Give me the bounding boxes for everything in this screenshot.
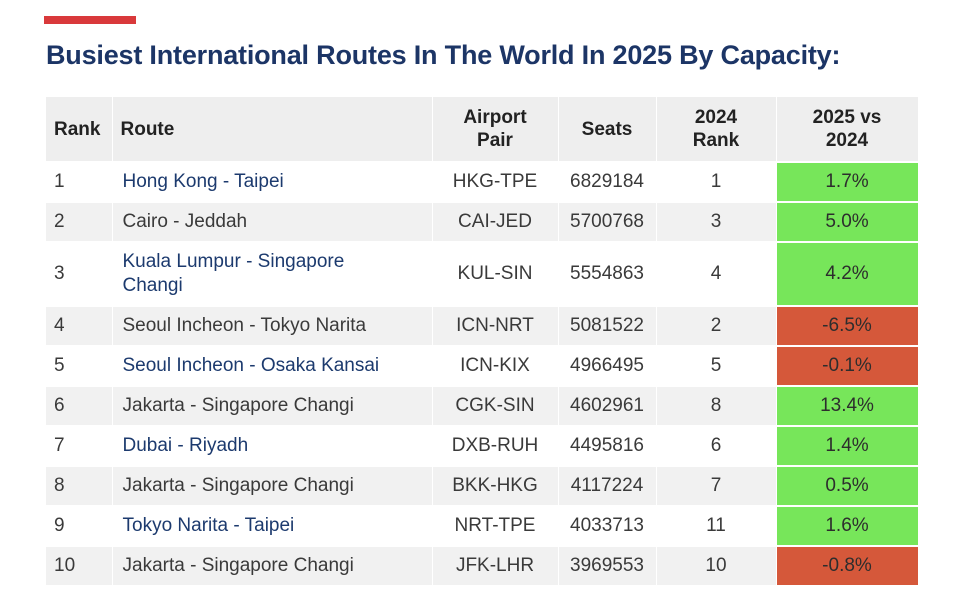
table-row: 7 Dubai - Riyadh DXB-RUH 4495816 6 1.4% bbox=[46, 425, 919, 466]
header-change: 2025 vs 2024 bbox=[776, 97, 919, 162]
cell-2024-rank: 2 bbox=[656, 305, 777, 346]
cell-airport-pair: NRT-TPE bbox=[432, 505, 559, 546]
cell-rank: 7 bbox=[46, 425, 113, 466]
route-link-line1[interactable]: Kuala Lumpur - Singapore bbox=[122, 251, 345, 272]
cell-route: Jakarta - Singapore Changi bbox=[112, 545, 433, 585]
route-text: Jakarta - Singapore Changi bbox=[122, 475, 354, 496]
cell-route: Jakarta - Singapore Changi bbox=[112, 385, 433, 426]
table-header-row: Rank Route Airport Pair Seats 2024 Rank 20… bbox=[46, 97, 919, 162]
cell-change: -0.8% bbox=[776, 545, 919, 585]
cell-change: -0.1% bbox=[776, 345, 919, 386]
cell-2024-rank: 10 bbox=[656, 545, 777, 585]
cell-airport-pair: CGK-SIN bbox=[432, 385, 559, 426]
cell-airport-pair: JFK-LHR bbox=[432, 545, 559, 585]
header-seats: Seats bbox=[558, 97, 657, 162]
cell-seats: 3969553 bbox=[558, 545, 657, 585]
cell-2024-rank: 11 bbox=[656, 505, 777, 546]
cell-route[interactable]: Hong Kong - Taipei bbox=[112, 161, 433, 202]
cell-2024-rank: 4 bbox=[656, 241, 777, 306]
cell-rank: 8 bbox=[46, 465, 113, 506]
cell-rank: 5 bbox=[46, 345, 113, 386]
header-2024-rank-line2: Rank bbox=[692, 130, 740, 151]
route-link[interactable]: Seoul Incheon - Osaka Kansai bbox=[122, 355, 380, 376]
routes-table: Rank Route Airport Pair Seats 2024 Rank 20… bbox=[46, 97, 919, 585]
route-link[interactable]: Hong Kong - Taipei bbox=[122, 171, 284, 192]
cell-change: 4.2% bbox=[776, 241, 919, 306]
cell-rank: 3 bbox=[46, 241, 113, 306]
route-link-line2[interactable]: Changi bbox=[122, 275, 183, 296]
cell-rank: 2 bbox=[46, 201, 113, 242]
cell-change: 1.4% bbox=[776, 425, 919, 466]
cell-change: -6.5% bbox=[776, 305, 919, 346]
page-title: Busiest International Routes In The Worl… bbox=[46, 40, 841, 70]
cell-route: Cairo - Jeddah bbox=[112, 201, 433, 242]
cell-seats: 5554863 bbox=[558, 241, 657, 306]
cell-seats: 5081522 bbox=[558, 305, 657, 346]
cell-airport-pair: HKG-TPE bbox=[432, 161, 559, 202]
header-rank: Rank bbox=[46, 97, 113, 162]
cell-seats: 4495816 bbox=[558, 425, 657, 466]
cell-rank: 4 bbox=[46, 305, 113, 346]
header-change-line2: 2024 bbox=[825, 130, 869, 151]
cell-airport-pair: DXB-RUH bbox=[432, 425, 559, 466]
route-text: Jakarta - Singapore Changi bbox=[122, 395, 354, 416]
route-link[interactable]: Dubai - Riyadh bbox=[122, 435, 249, 456]
table-row: 4 Seoul Incheon - Tokyo Narita ICN-NRT 5… bbox=[46, 305, 919, 346]
route-text: Jakarta - Singapore Changi bbox=[122, 555, 354, 576]
table-row: 1 Hong Kong - Taipei HKG-TPE 6829184 1 1… bbox=[46, 161, 919, 202]
cell-rank: 10 bbox=[46, 545, 113, 585]
cell-2024-rank: 3 bbox=[656, 201, 777, 242]
cell-seats: 4117224 bbox=[558, 465, 657, 506]
header-route: Route bbox=[112, 97, 433, 162]
cell-rank: 6 bbox=[46, 385, 113, 426]
cell-seats: 6829184 bbox=[558, 161, 657, 202]
cell-route[interactable]: Seoul Incheon - Osaka Kansai bbox=[112, 345, 433, 386]
cell-rank: 9 bbox=[46, 505, 113, 546]
table-row: 5 Seoul Incheon - Osaka Kansai ICN-KIX 4… bbox=[46, 345, 919, 386]
cell-rank: 1 bbox=[46, 161, 113, 202]
table-row: 2 Cairo - Jeddah CAI-JED 5700768 3 5.0% bbox=[46, 201, 919, 242]
cell-2024-rank: 1 bbox=[656, 161, 777, 202]
cell-change: 1.6% bbox=[776, 505, 919, 546]
table-row: 8 Jakarta - Singapore Changi BKK-HKG 411… bbox=[46, 465, 919, 506]
cell-airport-pair: ICN-NRT bbox=[432, 305, 559, 346]
header-2024-rank-line1: 2024 bbox=[694, 107, 738, 128]
cell-seats: 4602961 bbox=[558, 385, 657, 426]
table-row: 10 Jakarta - Singapore Changi JFK-LHR 39… bbox=[46, 545, 919, 585]
cell-2024-rank: 6 bbox=[656, 425, 777, 466]
cell-change: 5.0% bbox=[776, 201, 919, 242]
cell-seats: 4966495 bbox=[558, 345, 657, 386]
cell-route: Jakarta - Singapore Changi bbox=[112, 465, 433, 506]
header-change-line1: 2025 vs bbox=[812, 107, 882, 128]
table-row: 6 Jakarta - Singapore Changi CGK-SIN 460… bbox=[46, 385, 919, 426]
header-2024-rank: 2024 Rank bbox=[656, 97, 777, 162]
header-airport-pair: Airport Pair bbox=[432, 97, 559, 162]
cell-change: 13.4% bbox=[776, 385, 919, 426]
cell-airport-pair: ICN-KIX bbox=[432, 345, 559, 386]
header-airport-pair-line2: Pair bbox=[477, 130, 513, 151]
header-airport-pair-line1: Airport bbox=[463, 107, 527, 128]
cell-2024-rank: 7 bbox=[656, 465, 777, 506]
accent-bar bbox=[44, 16, 136, 24]
cell-airport-pair: CAI-JED bbox=[432, 201, 559, 242]
cell-route[interactable]: Kuala Lumpur - Singapore Changi bbox=[112, 241, 433, 306]
route-text: Seoul Incheon - Tokyo Narita bbox=[122, 315, 367, 336]
cell-seats: 4033713 bbox=[558, 505, 657, 546]
route-link[interactable]: Tokyo Narita - Taipei bbox=[122, 515, 295, 536]
cell-route[interactable]: Dubai - Riyadh bbox=[112, 425, 433, 466]
cell-airport-pair: BKK-HKG bbox=[432, 465, 559, 506]
cell-2024-rank: 8 bbox=[656, 385, 777, 426]
cell-route[interactable]: Tokyo Narita - Taipei bbox=[112, 505, 433, 546]
cell-seats: 5700768 bbox=[558, 201, 657, 242]
cell-change: 1.7% bbox=[776, 161, 919, 202]
table-row: 3 Kuala Lumpur - Singapore Changi KUL-SIN… bbox=[46, 241, 919, 306]
route-text: Cairo - Jeddah bbox=[122, 211, 248, 232]
table-row: 9 Tokyo Narita - Taipei NRT-TPE 4033713 … bbox=[46, 505, 919, 546]
cell-change: 0.5% bbox=[776, 465, 919, 506]
cell-airport-pair: KUL-SIN bbox=[432, 241, 559, 306]
cell-route: Seoul Incheon - Tokyo Narita bbox=[112, 305, 433, 346]
cell-2024-rank: 5 bbox=[656, 345, 777, 386]
